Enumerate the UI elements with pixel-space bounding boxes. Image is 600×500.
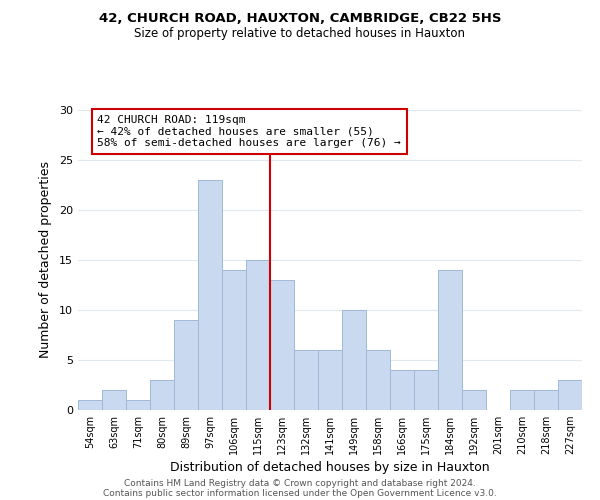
Bar — [366, 350, 390, 410]
Bar — [342, 310, 366, 410]
Bar — [174, 320, 198, 410]
Text: Contains HM Land Registry data © Crown copyright and database right 2024.: Contains HM Land Registry data © Crown c… — [124, 478, 476, 488]
Bar — [246, 260, 270, 410]
Bar — [534, 390, 558, 410]
Bar — [558, 380, 582, 410]
Bar — [390, 370, 414, 410]
Bar — [414, 370, 438, 410]
Text: Contains public sector information licensed under the Open Government Licence v3: Contains public sector information licen… — [103, 488, 497, 498]
Bar — [318, 350, 342, 410]
Y-axis label: Number of detached properties: Number of detached properties — [39, 162, 52, 358]
Text: 42, CHURCH ROAD, HAUXTON, CAMBRIDGE, CB22 5HS: 42, CHURCH ROAD, HAUXTON, CAMBRIDGE, CB2… — [99, 12, 501, 26]
Bar — [102, 390, 126, 410]
Bar — [222, 270, 246, 410]
Bar — [78, 400, 102, 410]
Bar — [294, 350, 318, 410]
Bar — [462, 390, 486, 410]
Bar — [270, 280, 294, 410]
Text: Size of property relative to detached houses in Hauxton: Size of property relative to detached ho… — [134, 28, 466, 40]
Bar — [438, 270, 462, 410]
Bar — [198, 180, 222, 410]
X-axis label: Distribution of detached houses by size in Hauxton: Distribution of detached houses by size … — [170, 462, 490, 474]
Text: 42 CHURCH ROAD: 119sqm
← 42% of detached houses are smaller (55)
58% of semi-det: 42 CHURCH ROAD: 119sqm ← 42% of detached… — [97, 115, 401, 148]
Bar — [510, 390, 534, 410]
Bar — [150, 380, 174, 410]
Bar — [126, 400, 150, 410]
